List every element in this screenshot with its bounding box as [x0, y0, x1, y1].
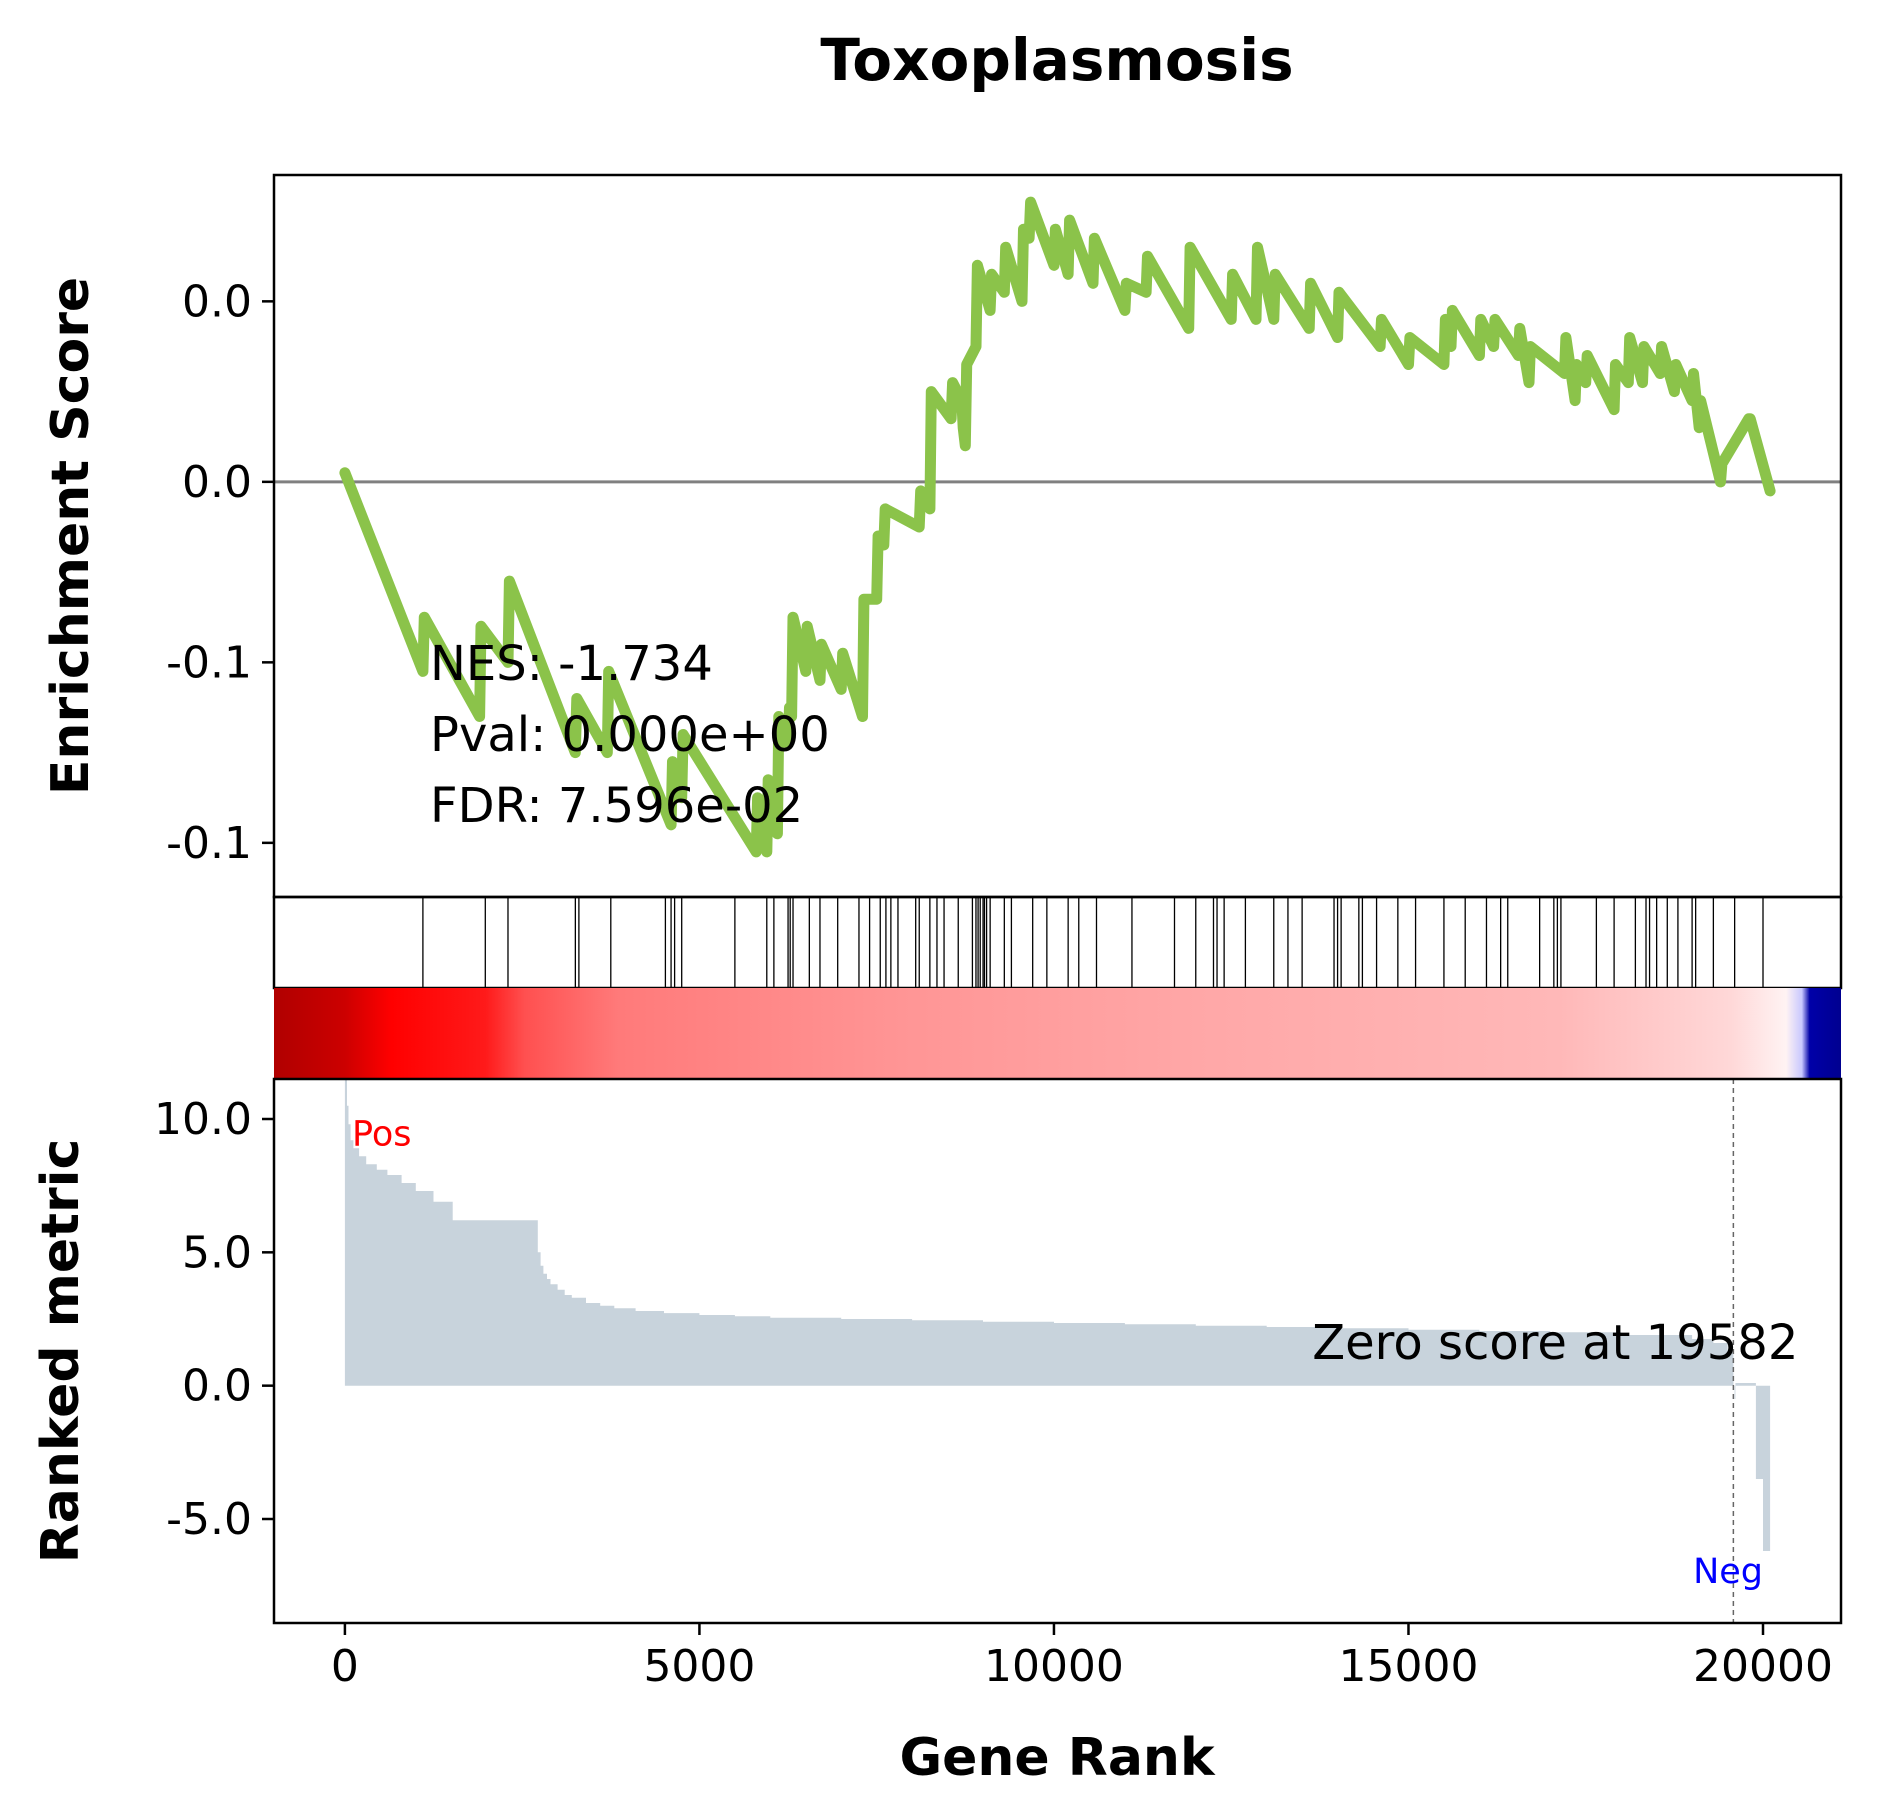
rm-y-tick-label: 5.0 [182, 1227, 252, 1278]
es-y-tick-label: 0.0 [182, 276, 252, 327]
rm-y-tick-label: 0.0 [182, 1361, 252, 1412]
rm-y-ticks: 10.0 5.0 0.0 -5.0 [154, 1094, 274, 1545]
x-axis-label: Gene Rank [899, 1728, 1215, 1788]
es-y-tick-label: -0.1 [166, 818, 252, 869]
x-tick-label: 20000 [1693, 1641, 1833, 1692]
pval-text: Pval: 0.000e+00 [430, 707, 830, 763]
enrichment-score-line [339, 196, 1776, 858]
nes-text: NES: -1.734 [430, 636, 713, 692]
hits-panel [272, 895, 1843, 990]
rm-y-tick-label: -5.0 [166, 1494, 252, 1545]
es-y-tick-label: 0.0 [182, 457, 252, 508]
x-axis-ticks: 0 5000 10000 15000 20000 [331, 1623, 1833, 1692]
enrichment-plot-area [274, 175, 1841, 897]
hits-frame [272, 895, 1843, 990]
zero-score-label: Zero score at 19582 [1312, 1315, 1798, 1371]
x-tick-label: 5000 [643, 1641, 755, 1692]
x-tick-label: 0 [331, 1641, 359, 1692]
ranked-metric-frame [272, 1077, 1843, 1625]
es-ylabel: Enrichment Score [41, 277, 101, 795]
stats-box: NES: -1.734 Pval: 0.000e+00 FDR: 7.596e-… [430, 636, 830, 834]
x-tick-label: 10000 [984, 1641, 1124, 1692]
x-tick-label: 15000 [1338, 1641, 1478, 1692]
ranked-metric-panel: 10.0 5.0 0.0 -5.0 Zero score at 19582 Pos N… [31, 1077, 1843, 1625]
es-y-tick-label: -0.1 [166, 637, 252, 688]
rank-color-bar [274, 988, 1841, 1079]
neg-label: Neg [1693, 1552, 1763, 1592]
ranked-metric-area [344, 1079, 1771, 1599]
rm-ylabel: Ranked metric [31, 1139, 91, 1564]
es-y-ticks: 0.0 0.0 -0.1 -0.1 [166, 276, 274, 869]
chart-title: Toxoplasmosis [820, 26, 1293, 94]
fdr-text: FDR: 7.596e-02 [430, 778, 803, 834]
pos-label: Pos [352, 1115, 412, 1155]
enrichment-panel: 0.0 0.0 -0.1 -0.1 NES: -1.734 Pval: 0.000e+… [41, 173, 1843, 899]
hit-lines [422, 897, 1764, 988]
rm-y-tick-label: 10.0 [154, 1094, 252, 1145]
